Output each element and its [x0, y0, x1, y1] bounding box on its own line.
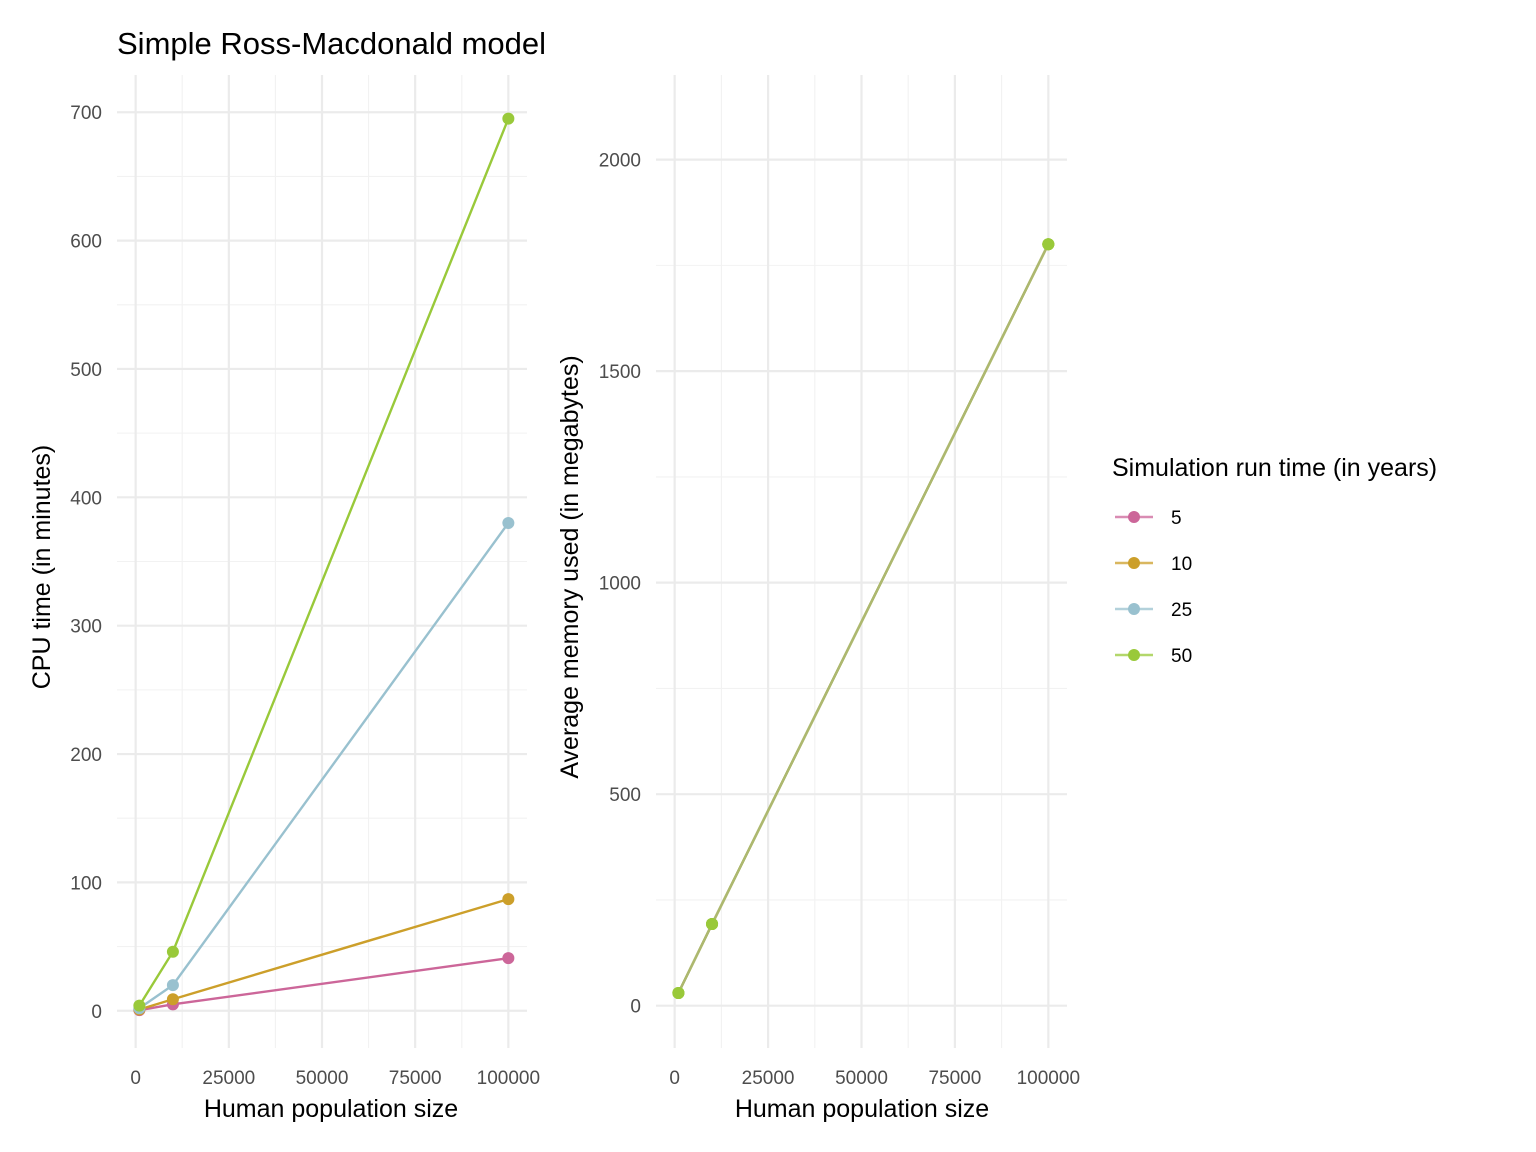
data-point-50 — [166, 945, 179, 958]
x-tick-label: 25000 — [202, 1068, 255, 1089]
memory-panel: 0 25000 50000 75000 100000 0 500 1000 1500 2000 H… — [556, 75, 1080, 1123]
legend-key-point — [1128, 557, 1140, 569]
legend-key-point — [1128, 603, 1140, 615]
series-50 — [672, 238, 1055, 1000]
y-tick-label: 400 — [70, 488, 102, 509]
x-tick-label: 100000 — [1017, 1068, 1080, 1089]
legend-label: 5 — [1171, 508, 1182, 529]
series-line-25 — [138, 522, 510, 1010]
x-tick-label: 25000 — [742, 1068, 795, 1089]
cpu-time-panel: 0 25000 50000 75000 100000 0 100 200 300 400 500 60… — [28, 75, 540, 1123]
data-point-50 — [502, 112, 515, 125]
memory-tick-labels: 0 25000 50000 75000 100000 0 500 1000 1500 2000 — [599, 151, 1080, 1089]
y-tick-label: 600 — [70, 232, 102, 253]
memory-series — [672, 238, 1055, 1000]
series-50 — [133, 112, 515, 1012]
data-point-50 — [672, 987, 685, 1000]
x-tick-label: 50000 — [835, 1068, 888, 1089]
data-point-5 — [502, 952, 515, 965]
cpu-x-axis-label: Human population size — [204, 1095, 458, 1123]
legend: Simulation run time (in years) 5 10 25 50 — [1112, 454, 1437, 667]
legend-label: 10 — [1171, 554, 1192, 575]
x-tick-label: 50000 — [296, 1068, 349, 1089]
data-point-10 — [502, 893, 515, 906]
y-tick-label: 1500 — [599, 362, 641, 383]
y-tick-label: 300 — [70, 617, 102, 638]
x-tick-label: 75000 — [389, 1068, 442, 1089]
legend-label: 50 — [1171, 646, 1192, 667]
chart-title: Simple Ross-Macdonald model — [117, 26, 546, 61]
legend-key-point — [1128, 511, 1140, 523]
legend-key-point — [1128, 649, 1140, 661]
y-tick-label: 500 — [70, 360, 102, 381]
y-tick-label: 2000 — [599, 151, 641, 172]
data-point-25 — [166, 979, 179, 992]
data-point-10 — [166, 993, 179, 1006]
data-point-25 — [502, 516, 515, 529]
series-line-50 — [138, 118, 510, 1007]
cpu-series — [133, 112, 515, 1017]
cpu-y-axis-label: CPU time (in minutes) — [28, 445, 56, 690]
x-tick-label: 0 — [130, 1068, 141, 1089]
data-point-50 — [1042, 238, 1055, 251]
legend-item-10: 10 — [1115, 554, 1192, 575]
data-point-50 — [706, 918, 719, 931]
legend-item-5: 5 — [1115, 508, 1182, 529]
legend-items: 5 10 25 50 — [1115, 508, 1192, 667]
x-tick-label: 75000 — [928, 1068, 981, 1089]
legend-item-50: 50 — [1115, 646, 1192, 667]
cpu-gridlines — [117, 75, 527, 1048]
y-tick-label: 0 — [630, 997, 641, 1018]
memory-y-axis-label: Average memory used (in megabytes) — [556, 355, 584, 778]
y-tick-label: 100 — [70, 873, 102, 894]
cpu-tick-labels: 0 25000 50000 75000 100000 0 100 200 300 400 500 60… — [70, 103, 540, 1089]
series-line-50 — [677, 243, 1050, 994]
memory-x-axis-label: Human population size — [735, 1095, 989, 1123]
legend-title: Simulation run time (in years) — [1112, 454, 1437, 482]
legend-label: 25 — [1171, 600, 1192, 621]
x-tick-label: 0 — [669, 1068, 680, 1089]
data-point-50 — [133, 999, 146, 1012]
y-tick-label: 200 — [70, 745, 102, 766]
series-line-5 — [139, 956, 509, 1012]
y-tick-label: 1000 — [599, 574, 641, 595]
series-25 — [133, 516, 515, 1015]
memory-gridlines — [656, 75, 1067, 1048]
y-tick-label: 500 — [609, 785, 641, 806]
series-10 — [133, 893, 515, 1016]
y-tick-label: 0 — [91, 1002, 102, 1023]
x-tick-label: 100000 — [477, 1068, 540, 1089]
legend-item-25: 25 — [1115, 600, 1192, 621]
y-tick-label: 700 — [70, 103, 102, 124]
